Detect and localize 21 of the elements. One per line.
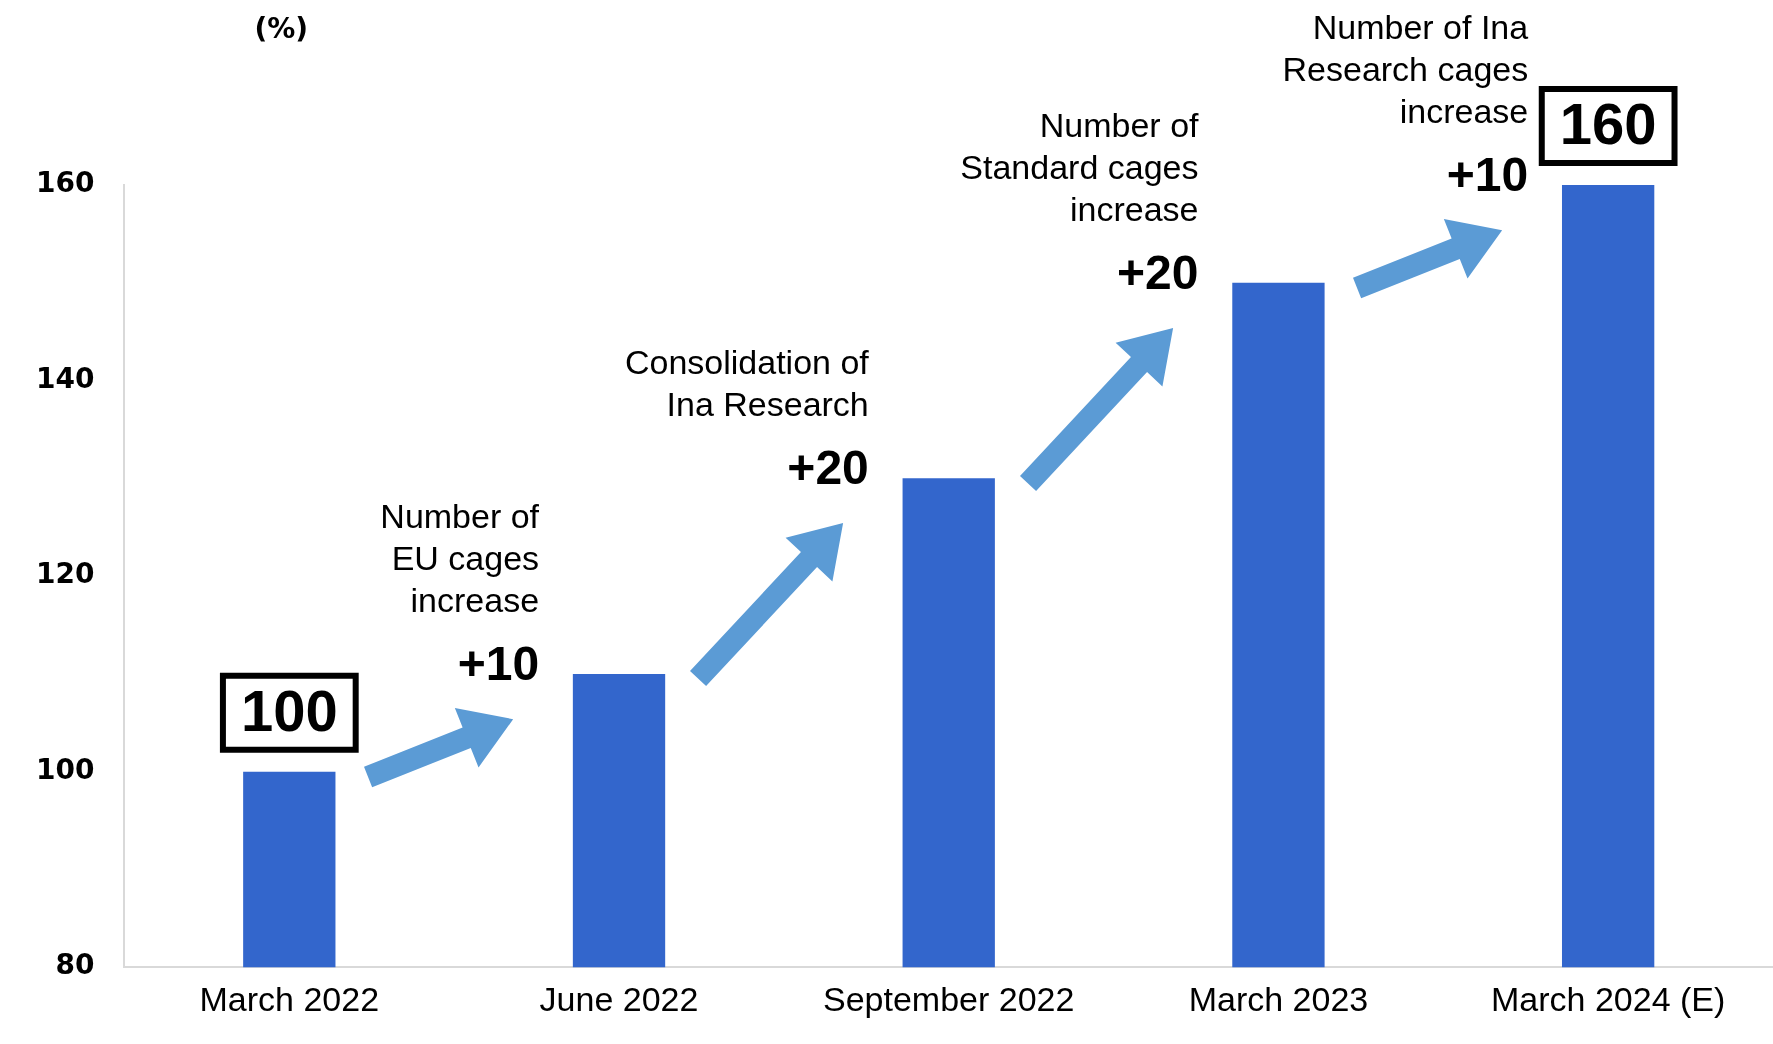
x-tick-label: June 2022 (539, 979, 699, 1018)
y-tick-label: 140 (35, 361, 95, 395)
annotation: Number of Ina Research cages increase (1282, 8, 1529, 130)
x-tick-label: March 2023 (1188, 979, 1369, 1018)
annotation: +10 (457, 636, 540, 690)
annotation: Number of EU cages increase (380, 496, 540, 619)
annotation: +20 (787, 441, 869, 495)
x-tick-label: March 2022 (199, 979, 380, 1018)
y-axis-title: (%) (254, 12, 309, 45)
y-tick-label: 80 (55, 948, 95, 982)
data-label: 160 (1559, 91, 1657, 156)
data-label: 100 (240, 677, 338, 743)
annotation: Consolidation of Ina Research (624, 343, 870, 424)
annotation: +20 (1117, 245, 1199, 299)
y-tick-label: 100 (35, 752, 95, 786)
x-tick-label: March 2024 (E) (1490, 979, 1726, 1018)
y-tick-label: 120 (35, 557, 95, 591)
y-tick-label: 160 (35, 166, 95, 200)
x-tick-label: September 2022 (823, 979, 1075, 1018)
annotation: Number of Standard cages increase (960, 105, 1200, 228)
annotation: +10 (1446, 148, 1529, 201)
